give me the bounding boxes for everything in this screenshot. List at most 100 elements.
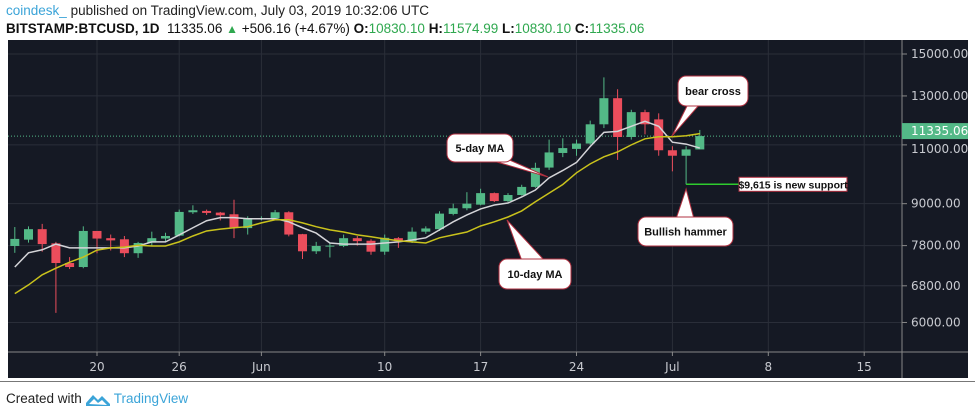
candle-body — [476, 193, 486, 205]
callout-box — [637, 216, 734, 247]
author-link[interactable]: coindesk_ — [6, 3, 67, 18]
ma10-line — [14, 132, 700, 295]
y-tick-label: 6000.00 — [911, 315, 961, 329]
price-change: +506.16 (+4.67%) — [241, 21, 350, 36]
candle-body — [462, 203, 472, 209]
candle-body — [407, 231, 417, 242]
candle-body — [24, 229, 33, 240]
candle-body — [352, 238, 362, 242]
y-tick-label: 6800.00 — [911, 279, 961, 293]
open-label: O: — [353, 21, 369, 36]
candle-body — [572, 143, 581, 149]
x-tick-label: 24 — [569, 360, 584, 374]
support-label-box — [738, 176, 848, 192]
footer-divider — [0, 381, 975, 382]
candle-body — [65, 263, 75, 268]
x-tick-label: 17 — [473, 360, 488, 374]
candle-body — [530, 167, 540, 187]
candle-body — [161, 235, 170, 239]
tradingview-brand[interactable]: TradingView — [113, 391, 189, 406]
callout-box — [677, 75, 749, 107]
candle-body — [393, 238, 403, 242]
candle-body — [202, 210, 212, 213]
created-with-text: Created with — [6, 391, 82, 406]
up-triangle-icon: ▲ — [226, 22, 238, 36]
publish-info: coindesk_ published on TradingView.com, … — [6, 3, 429, 18]
candle-body — [339, 238, 349, 246]
candle-body — [133, 242, 143, 254]
callout-label: 5-day MA — [456, 143, 505, 155]
candle-body — [380, 237, 390, 252]
x-tick-label: 10 — [377, 360, 392, 374]
candle-body — [489, 193, 499, 202]
x-tick-label: Jul — [664, 360, 679, 374]
candle-body — [366, 240, 376, 252]
y-tick-label: 15000.00 — [911, 47, 968, 61]
candle-body — [106, 238, 116, 241]
high-value: 11574.99 — [442, 21, 499, 36]
candle-body — [667, 150, 677, 156]
candle-body — [695, 136, 705, 150]
candle-body — [517, 186, 527, 196]
candle-body — [270, 212, 280, 219]
candle-body — [448, 208, 458, 214]
candle-body — [325, 245, 335, 247]
ohlc-legend: BITSTAMP:BTCUSD, 1D 11335.06 ▲ +506.16 (… — [6, 21, 644, 36]
candle-body — [243, 218, 253, 229]
last-price-label: 11335.06 — [911, 124, 968, 138]
candle-body — [92, 230, 102, 239]
candle-body — [681, 149, 691, 156]
callout-label: Bullish hammer — [644, 227, 727, 239]
candle-body — [284, 212, 294, 235]
candle-body — [640, 112, 650, 125]
candlestick-chart[interactable]: 6000.00 6800.00 7800.00 9000.00 11000.00 1300… — [0, 40, 975, 380]
candle-body — [119, 239, 129, 254]
candle-body — [626, 112, 636, 137]
x-tick-label: 8 — [764, 360, 772, 374]
y-tick-label: 9000.00 — [911, 197, 961, 211]
callout-label: bear cross — [685, 86, 741, 98]
open-value: 10830.10 — [368, 21, 425, 36]
close-label: C: — [574, 21, 590, 36]
y-tick-label: 11000.00 — [911, 142, 968, 156]
candle-body — [599, 98, 609, 125]
candle-body — [558, 148, 568, 153]
x-tick-label: 20 — [89, 360, 104, 374]
candle-body — [51, 243, 61, 264]
candle-body — [544, 152, 554, 168]
candle-body — [421, 228, 431, 232]
candle-body — [654, 119, 664, 151]
last-price-badge — [902, 123, 968, 140]
footer: Created with TradingView — [6, 391, 188, 406]
chart-background — [8, 40, 968, 378]
x-tick-label: 15 — [857, 360, 872, 374]
symbol: BITSTAMP:BTCUSD, 1D — [6, 21, 160, 36]
callout-label: 10-day MA — [507, 269, 562, 281]
tradingview-logo-icon — [85, 394, 110, 406]
x-tick-label: 26 — [172, 360, 187, 374]
candle-body — [174, 211, 184, 236]
publish-text: published on TradingView.com, July 03, 2… — [70, 3, 430, 18]
candle-body — [215, 212, 225, 216]
low-value: 10830.10 — [514, 21, 572, 36]
candle-body — [10, 238, 20, 246]
candle-body — [585, 124, 595, 144]
candle-body — [147, 238, 157, 243]
close-value: 11335.06 — [589, 21, 645, 36]
low-label: L: — [502, 21, 515, 36]
callout-box — [498, 258, 572, 290]
candle-body — [435, 213, 444, 230]
candle-body — [311, 245, 321, 252]
last-price: 11335.06 — [167, 21, 223, 36]
candle-body — [613, 98, 623, 137]
x-tick-label: Jun — [251, 360, 271, 374]
candle-body — [188, 210, 198, 213]
support-label: $9,615 is new support — [738, 179, 848, 191]
candle-body — [229, 214, 239, 228]
y-tick-label: 7800.00 — [911, 239, 961, 253]
high-label: H: — [428, 21, 443, 36]
candle-body — [503, 195, 513, 202]
candle-body — [37, 229, 47, 245]
callout-box — [446, 133, 514, 163]
candle-body — [78, 230, 88, 268]
